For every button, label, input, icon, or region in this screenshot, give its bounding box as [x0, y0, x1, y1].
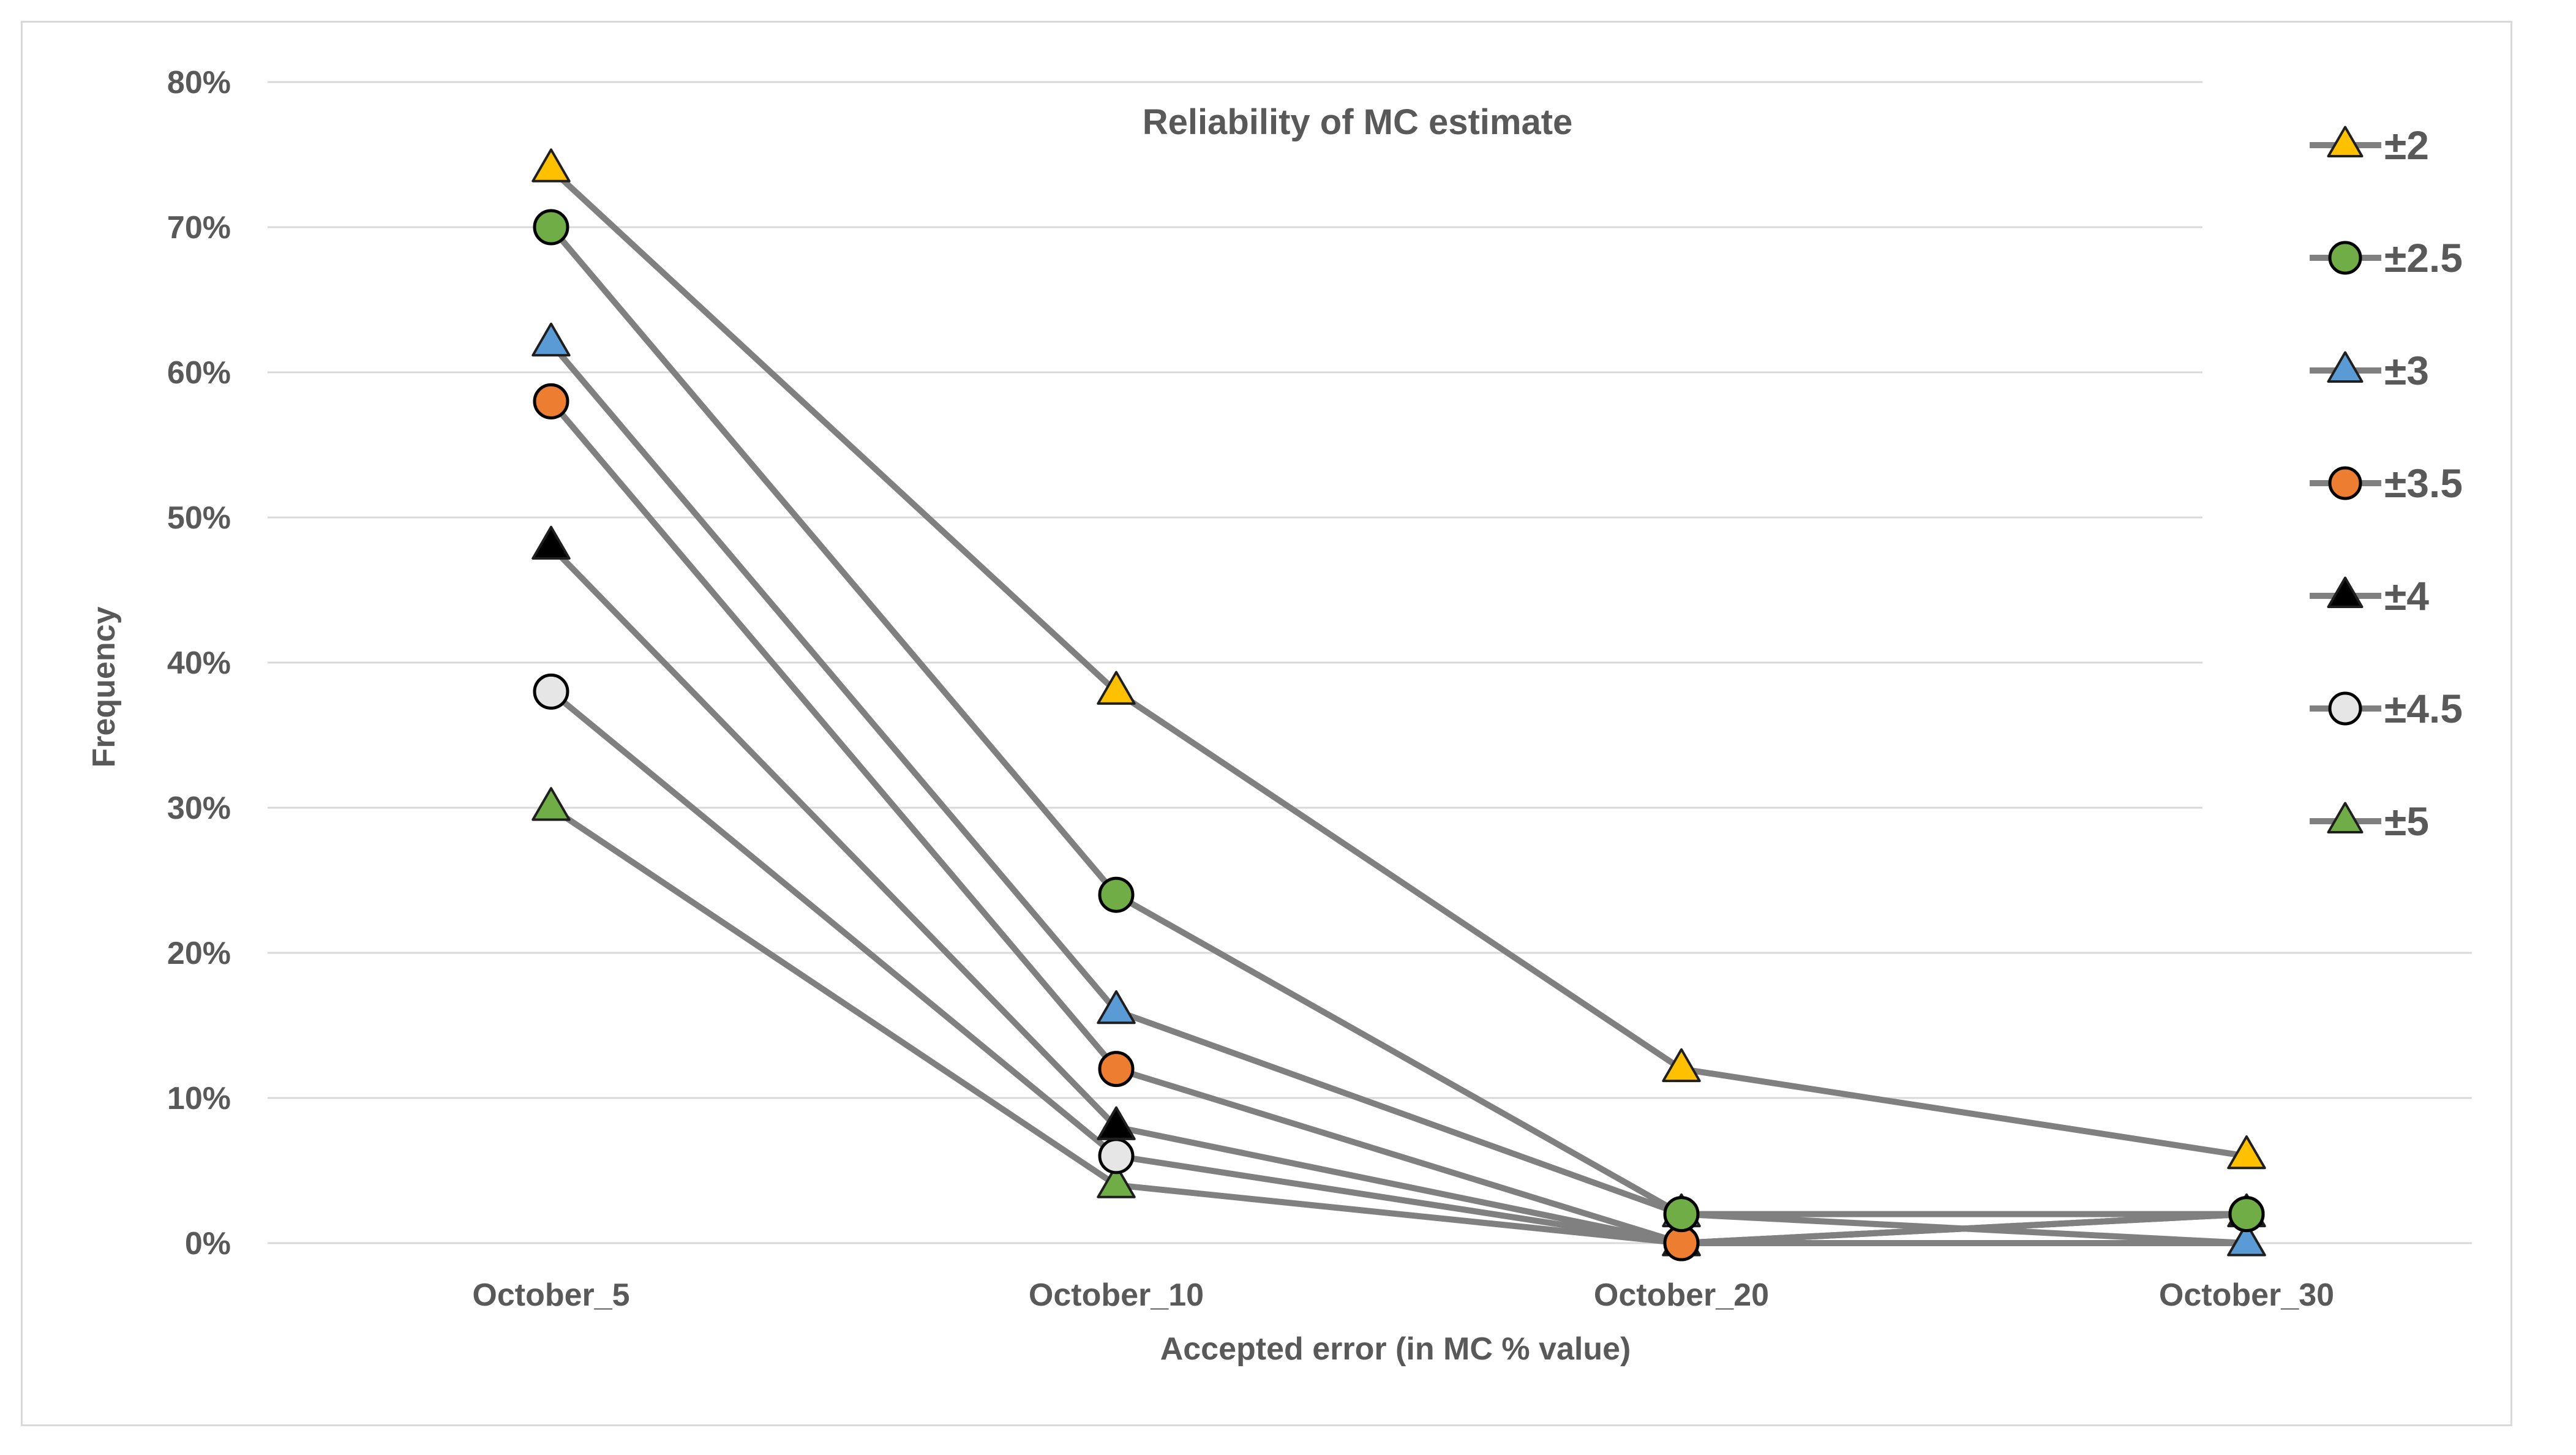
y-axis-title: Frequency: [86, 606, 122, 767]
y-tick-label: 70%: [167, 210, 231, 246]
legend-item: ±2.5: [2310, 235, 2463, 280]
data-point-±2.5: [2228, 1196, 2265, 1233]
legend-marker: [2327, 576, 2364, 609]
x-tick-label: October_5: [472, 1277, 629, 1313]
legend-item: ±4: [2310, 573, 2429, 618]
x-tick-label: October_10: [1029, 1277, 1204, 1313]
legend-item: ±3: [2310, 348, 2429, 393]
legend-label: ±3: [2384, 348, 2429, 393]
y-tick-label: 20%: [167, 936, 231, 971]
data-point-±3: [2227, 1222, 2266, 1257]
legend-label: ±4: [2384, 573, 2429, 618]
legend-label: ±3.5: [2384, 461, 2463, 506]
legend-label: ±2: [2384, 122, 2429, 168]
data-point-±5: [1097, 1164, 1136, 1198]
legend-marker: [2328, 241, 2362, 275]
y-tick-label: 80%: [167, 65, 231, 100]
legend-label: ±4.5: [2384, 686, 2463, 731]
y-tick-label: 60%: [167, 355, 231, 391]
data-point-±4.5: [1098, 1138, 1135, 1175]
data-point-±2: [1662, 1048, 1701, 1083]
data-point-±3.5: [1098, 1051, 1135, 1088]
legend-item: ±5: [2310, 799, 2429, 844]
data-point-±2.5: [1663, 1196, 1700, 1233]
data-point-±4: [1097, 1106, 1136, 1140]
data-point-±4.5: [533, 673, 569, 710]
data-point-±4: [531, 525, 571, 560]
legend-marker: [2328, 466, 2362, 500]
data-point-±3.5: [533, 383, 569, 419]
legend-marker: [2327, 351, 2364, 383]
y-axis-ticks: 0% 10% 20% 30% 40% 50% 60% 70% 80%: [167, 65, 231, 1261]
x-axis-ticks: October_5 October_10 October_20 October_30: [472, 1277, 2334, 1313]
series-markers: [531, 148, 2266, 1261]
data-point-±2: [2227, 1135, 2266, 1170]
series-lines: [531, 148, 2266, 1261]
legend: ±2 ±2.5 ±3 ±3.5 ±4 ±4.5 ±5: [2310, 122, 2463, 844]
data-point-±2: [1097, 671, 1136, 705]
series-line-±3: [549, 341, 2247, 1246]
legend-item: ±3.5: [2310, 461, 2463, 506]
data-point-±3: [531, 322, 571, 357]
data-point-±2.5: [533, 209, 569, 246]
legend-item: ±4.5: [2310, 686, 2463, 731]
series-paths: [549, 167, 2247, 1246]
y-tick-label: 50%: [167, 500, 231, 536]
legend-label: ±2.5: [2384, 235, 2463, 280]
y-tick-label: 0%: [185, 1226, 231, 1261]
data-point-±5: [531, 787, 571, 821]
legend-label: ±5: [2384, 799, 2429, 844]
y-tick-label: 10%: [167, 1081, 231, 1116]
series-line-±4: [549, 544, 2247, 1246]
gridlines: [268, 81, 2472, 1244]
data-point-±2: [531, 148, 571, 182]
series-line-±2: [549, 167, 2247, 1159]
legend-marker: [2327, 126, 2364, 158]
series-line-±5: [549, 805, 2247, 1246]
y-tick-label: 40%: [167, 645, 231, 681]
chart-title: Reliability of MC estimate: [1143, 102, 1573, 142]
series-line-±4.5: [549, 689, 2247, 1246]
x-tick-label: October_30: [2159, 1277, 2334, 1313]
y-tick-label: 30%: [167, 791, 231, 826]
x-axis-title: Accepted error (in MC % value): [1160, 1331, 1631, 1367]
legend-item: ±2: [2310, 122, 2429, 168]
legend-marker: [2328, 691, 2362, 726]
legend-marker: [2327, 802, 2364, 834]
series-line-±2.5: [549, 225, 2247, 1217]
chart-frame: 0% 10% 20% 30% 40% 50% 60% 70% 80% October_5 Octo…: [21, 21, 2512, 1426]
line-chart: 0%10%20%30%40%50%60%70%80% October_5 Octo…: [86, 65, 2472, 1367]
x-tick-label: October_20: [1594, 1277, 1769, 1313]
data-point-±2.5: [1098, 876, 1135, 913]
data-point-±3: [1097, 990, 1136, 1025]
